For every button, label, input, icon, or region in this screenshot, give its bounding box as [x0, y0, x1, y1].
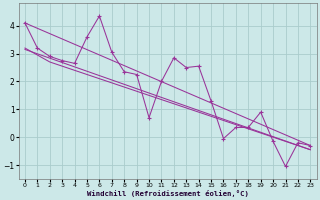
X-axis label: Windchill (Refroidissement éolien,°C): Windchill (Refroidissement éolien,°C) [87, 190, 249, 197]
